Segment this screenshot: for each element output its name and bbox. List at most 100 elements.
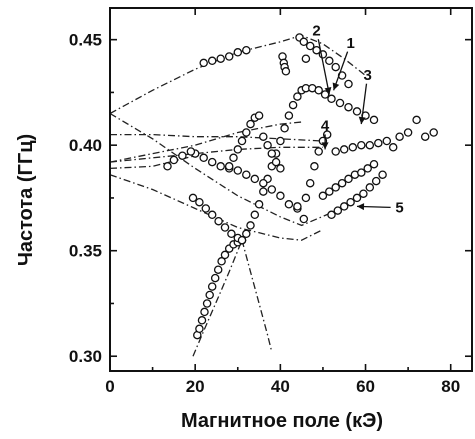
data-point	[199, 153, 208, 163]
data-point	[233, 166, 243, 175]
data-point	[237, 235, 247, 245]
data-point	[254, 111, 264, 120]
data-point	[259, 132, 268, 141]
data-point	[327, 94, 336, 104]
data-point	[344, 79, 353, 89]
data-point	[337, 178, 347, 188]
data-point	[344, 102, 353, 112]
data-point	[207, 210, 217, 220]
fit-curve-3	[109, 121, 302, 163]
data-point	[344, 174, 353, 184]
data-point	[216, 54, 225, 63]
x-axis-title: Магнитное поле (кЭ)	[181, 410, 383, 432]
x-tick-label: 60	[356, 377, 375, 396]
data-point	[207, 282, 217, 291]
data-point	[237, 136, 247, 146]
data-point	[301, 193, 311, 203]
data-point	[220, 250, 230, 260]
data-point	[163, 162, 172, 171]
data-point	[293, 92, 302, 101]
data-point	[348, 143, 358, 152]
data-point	[357, 140, 366, 150]
data-point	[314, 86, 323, 95]
data-point	[242, 128, 251, 137]
data-point	[395, 132, 404, 141]
data-point	[299, 37, 309, 47]
data-point	[357, 168, 366, 177]
data-point	[233, 48, 243, 57]
fit-curve-5	[109, 146, 323, 163]
data-point	[310, 162, 319, 171]
data-point	[246, 221, 255, 230]
data-point	[314, 147, 323, 156]
data-point	[365, 140, 375, 150]
x-tick-label: 40	[271, 377, 290, 396]
annotation-arrowhead-3	[358, 116, 366, 125]
data-point	[227, 229, 236, 239]
data-point	[346, 197, 355, 207]
data-point	[301, 54, 311, 63]
annotation-arrowhead-1	[332, 82, 340, 91]
data-point	[335, 98, 345, 108]
data-point	[318, 191, 328, 201]
data-point	[246, 119, 255, 129]
data-point	[371, 176, 381, 186]
data-point	[331, 183, 340, 192]
y-tick-label: 0.45	[69, 31, 102, 50]
fit-curve-1	[109, 34, 366, 115]
data-point	[233, 145, 243, 154]
fit-curve-4	[109, 174, 324, 241]
annotation-label-1: 1	[346, 35, 354, 52]
data-point	[382, 136, 392, 146]
data-point	[254, 200, 264, 209]
data-point	[363, 164, 372, 173]
data-point	[333, 206, 343, 215]
data-point	[284, 200, 294, 209]
annotation-label-4: 4	[321, 117, 330, 134]
plot-frame	[109, 7, 473, 372]
data-point	[207, 157, 217, 167]
y-axis-title: Частота (ГГц)	[15, 134, 37, 266]
data-point	[339, 202, 349, 211]
data-point	[429, 128, 438, 137]
axes: 0 20 40 60 80 0.30 0.35 0.40 0.45	[69, 7, 473, 396]
data-point	[305, 178, 315, 188]
data-point	[280, 124, 289, 133]
data-point	[201, 204, 211, 213]
y-tick-label: 0.30	[69, 347, 102, 366]
annotation-arrowhead-2	[324, 86, 332, 95]
data-point	[267, 185, 277, 194]
data-point	[369, 115, 379, 125]
data-point	[188, 193, 198, 203]
data-points	[163, 33, 438, 340]
annotations: 1 2 3 4 5	[312, 22, 403, 216]
data-point	[293, 202, 302, 211]
data-point	[242, 229, 251, 239]
fit-curve-2	[109, 112, 332, 227]
data-point	[374, 138, 383, 148]
data-point	[259, 178, 268, 188]
data-point	[224, 52, 234, 61]
annotation-arrowhead-4	[321, 142, 329, 150]
data-point	[299, 214, 309, 224]
data-point	[195, 324, 204, 334]
data-point	[199, 58, 208, 68]
data-point	[250, 210, 260, 220]
data-point	[281, 67, 291, 76]
annotation-label-3: 3	[363, 67, 371, 84]
data-point	[378, 170, 387, 179]
data-point	[263, 140, 272, 150]
y-tick-label: 0.40	[69, 136, 102, 155]
data-point	[276, 136, 285, 146]
data-point	[339, 145, 349, 154]
data-point	[412, 115, 421, 125]
fit-curve-8	[192, 239, 243, 357]
data-point	[178, 151, 187, 160]
x-tick-label: 0	[105, 377, 114, 396]
data-point	[284, 111, 294, 120]
fit-curve-9	[241, 240, 273, 353]
data-point	[210, 273, 220, 283]
annotation-arrow-2	[317, 39, 330, 95]
fit-curve-7	[110, 133, 323, 142]
data-point	[271, 157, 281, 167]
